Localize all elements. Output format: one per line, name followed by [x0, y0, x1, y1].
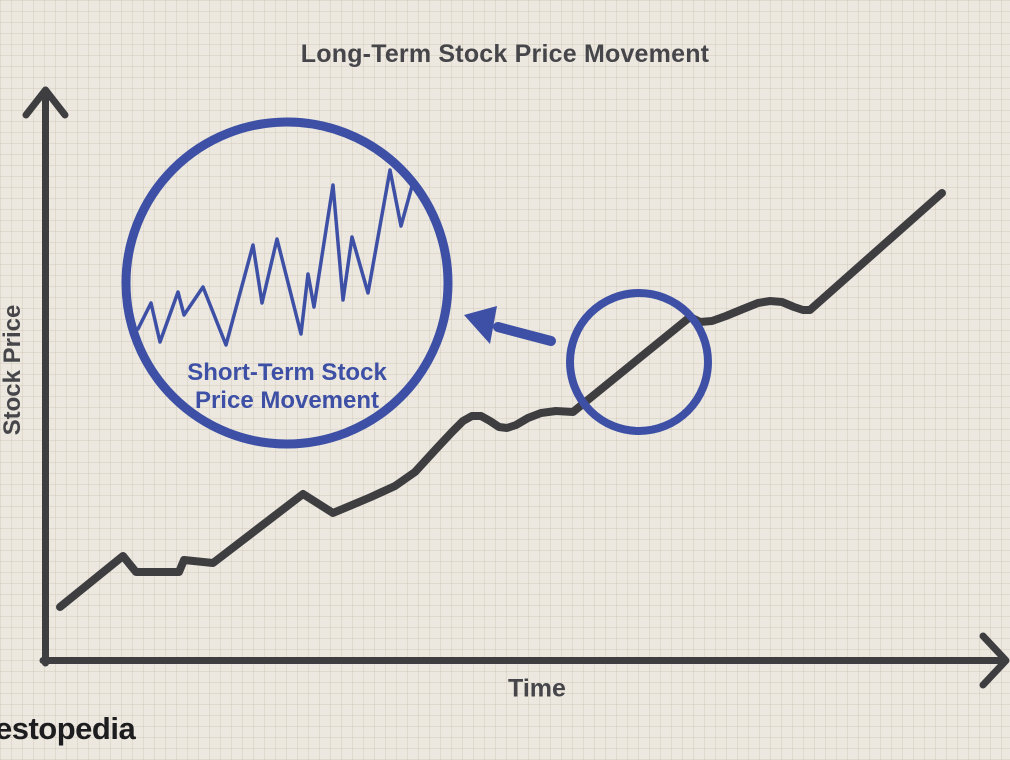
zoom-arrow-shaft: [493, 322, 556, 346]
y-axis-arrow-icon: [22, 86, 69, 119]
zoom-label-line2: Price Movement: [195, 387, 379, 414]
chart-title: Long-Term Stock Price Movement: [300, 40, 710, 68]
short-term-line: [136, 168, 414, 347]
zoom-arrow-head-icon: [464, 306, 497, 344]
y-axis-label: Stock Price: [0, 304, 26, 436]
long-term-line: [56, 189, 946, 611]
zoom-label-line1: Short-Term Stock: [187, 359, 387, 386]
highlight-circle: [566, 289, 712, 435]
magnifier-circle: [121, 117, 453, 449]
x-axis-arrow-icon: [979, 632, 1010, 689]
x-axis-label: Time: [508, 674, 566, 703]
investopedia-logo: estopedia: [0, 711, 136, 746]
